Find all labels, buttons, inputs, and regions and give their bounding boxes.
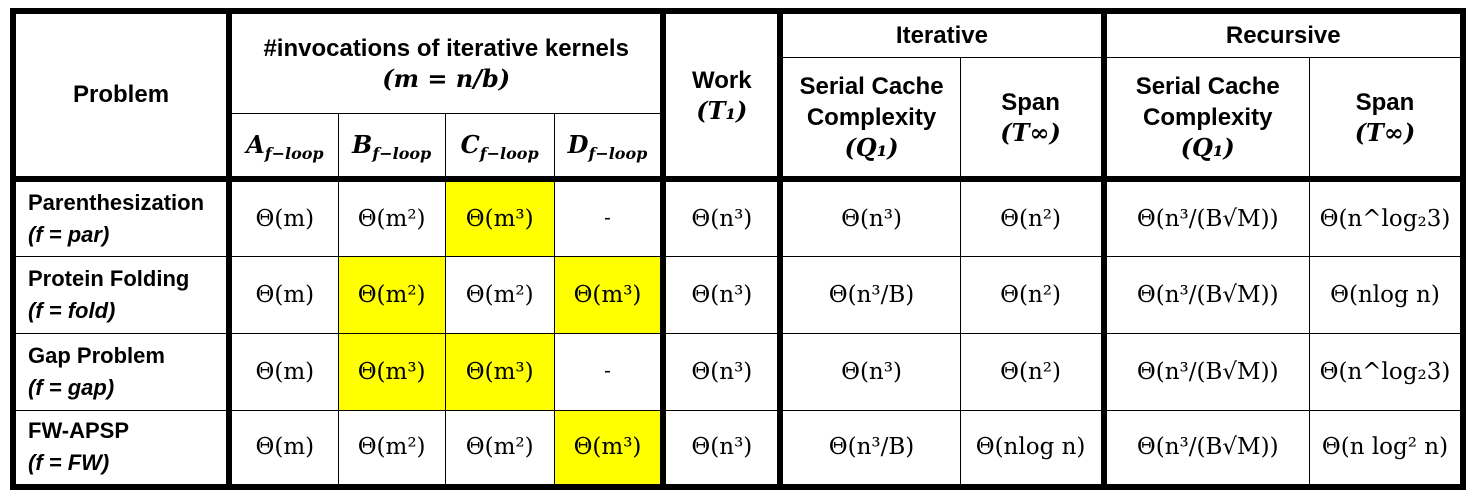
- table-row: Gap Problem (f = gap) Θ(m) Θ(m³) Θ(m³) - Θ(n³)…: [12, 332, 1464, 411]
- complexity-cell: Θ(n³): [779, 178, 961, 257]
- complexity-cell: Θ(n^log₂3): [1308, 332, 1464, 411]
- complexity-cell: Θ(n³): [662, 409, 784, 488]
- complexity-cell: Θ(m²): [444, 255, 555, 334]
- complexity-cell: Θ(m²): [337, 409, 446, 488]
- rec-serial-cache-header: Serial Cache Complexity (Q₁): [1103, 56, 1310, 182]
- complexity-cell: Θ(m³): [337, 332, 446, 411]
- problem-function: (f = FW): [28, 450, 110, 476]
- complexity-cell: -: [553, 332, 667, 411]
- iter-serial-cache-l2: Complexity: [806, 104, 937, 132]
- complexity-cell: Θ(nlog n): [1308, 255, 1464, 334]
- complexity-cell: Θ(n³/(B√M)): [1103, 255, 1310, 334]
- work-symbol: (T₁): [696, 96, 748, 126]
- complexity-cell: Θ(n log² n): [1308, 409, 1464, 488]
- iter-span-l2: (T∞): [1000, 117, 1061, 147]
- kernel-d-header: Df−loop: [553, 112, 667, 182]
- iter-serial-cache-l1: Serial Cache: [799, 73, 944, 101]
- complexity-cell: Θ(n³/B): [779, 409, 961, 488]
- complexity-cell: Θ(n³): [662, 332, 784, 411]
- kernel-b-header: Bf−loop: [337, 112, 446, 182]
- problem-cell: Parenthesization (f = par): [12, 178, 233, 257]
- rec-span-header: Span (T∞): [1308, 56, 1464, 182]
- complexity-cell: Θ(m³): [444, 332, 555, 411]
- complexity-cell: Θ(n³): [779, 332, 961, 411]
- problem-function: (f = fold): [28, 297, 116, 323]
- rec-span-l2: (T∞): [1354, 117, 1416, 147]
- complexity-cell: Θ(n²): [959, 178, 1107, 257]
- rec-serial-cache-l3: (Q₁): [1180, 133, 1235, 163]
- problem-name: Parenthesization: [28, 189, 205, 215]
- complexity-cell: Θ(m): [228, 255, 339, 334]
- table-row: Parenthesization (f = par) Θ(m) Θ(m²) Θ(m³) -…: [12, 178, 1464, 257]
- table-row: FW-APSP (f = FW) Θ(m) Θ(m²) Θ(m²) Θ(m³) Θ(n³) Θ…: [12, 409, 1464, 488]
- table-body: Parenthesization (f = par) Θ(m) Θ(m²) Θ(m³) -…: [12, 178, 1464, 488]
- complexity-cell: -: [553, 178, 667, 257]
- problem-name: Protein Folding: [28, 265, 190, 291]
- complexity-cell: Θ(n³): [662, 255, 784, 334]
- complexity-cell: Θ(m³): [553, 409, 667, 488]
- complexity-cell: Θ(n³/B): [779, 255, 961, 334]
- complexity-cell: Θ(n^log₂3): [1308, 178, 1464, 257]
- kernel-c-header: Cf−loop: [444, 112, 555, 182]
- table-row: Protein Folding (f = fold) Θ(m) Θ(m²) Θ(m²) Θ…: [12, 255, 1464, 334]
- complexity-cell: Θ(m²): [337, 255, 446, 334]
- recursive-header: Recursive: [1103, 10, 1464, 58]
- complexity-cell: Θ(m²): [444, 409, 555, 488]
- iterative-header: Iterative: [779, 10, 1107, 58]
- problem-cell: FW-APSP (f = FW): [12, 409, 233, 488]
- kernel-a-header: Af−loop: [228, 112, 339, 182]
- complexity-cell: Θ(m): [228, 332, 339, 411]
- iter-span-l1: Span: [1001, 88, 1060, 116]
- complexity-cell: Θ(m): [228, 178, 339, 257]
- work-header: Work (T₁): [662, 10, 784, 182]
- problem-function: (f = gap): [28, 374, 115, 400]
- complexity-cell: Θ(n³/(B√M)): [1103, 332, 1310, 411]
- complexity-cell: Θ(m²): [337, 178, 446, 257]
- complexity-cell: Θ(m³): [444, 178, 555, 257]
- complexity-cell: Θ(nlog n): [959, 409, 1107, 488]
- rec-serial-cache-l1: Serial Cache: [1135, 73, 1280, 101]
- complexity-cell: Θ(n²): [959, 332, 1107, 411]
- complexity-cell: Θ(m³): [553, 255, 667, 334]
- problem-cell: Gap Problem (f = gap): [12, 332, 233, 411]
- invocations-header: #invocations of iterative kernels (m = n…: [228, 10, 667, 114]
- problem-function: (f = par): [28, 221, 110, 247]
- problem-name: Gap Problem: [28, 342, 165, 368]
- iter-span-header: Span (T∞): [959, 56, 1107, 182]
- complexity-cell: Θ(n²): [959, 255, 1107, 334]
- problem-cell: Protein Folding (f = fold): [12, 255, 233, 334]
- invocations-m-def: (m = n/b): [382, 64, 511, 94]
- iter-serial-cache-header: Serial Cache Complexity (Q₁): [779, 56, 961, 182]
- rec-serial-cache-l2: Complexity: [1143, 104, 1273, 132]
- complexity-cell: Θ(n³/(B√M)): [1103, 178, 1310, 257]
- complexity-cell: Θ(n³/(B√M)): [1103, 409, 1310, 488]
- problem-header: Problem: [12, 10, 233, 182]
- work-title: Work: [692, 66, 752, 94]
- problem-name: FW-APSP: [28, 418, 129, 444]
- invocations-title: #invocations of iterative kernels: [263, 35, 629, 63]
- complexity-table: Problem #invocations of iterative kernel…: [10, 8, 1466, 490]
- complexity-cell: Θ(n³): [662, 178, 784, 257]
- iter-serial-cache-l3: (Q₁): [844, 133, 899, 163]
- rec-span-l1: Span: [1355, 88, 1415, 116]
- complexity-cell: Θ(m): [228, 409, 339, 488]
